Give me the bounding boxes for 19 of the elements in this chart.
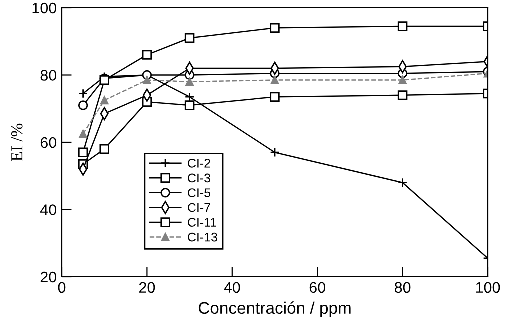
x-tick-label: 100 (476, 282, 500, 294)
legend-label: CI-7 (188, 203, 210, 212)
x-tick-label: 0 (58, 282, 66, 294)
y-tick-label: 60 (40, 137, 57, 148)
y-tick-label: 40 (40, 204, 57, 216)
y-tick-label: 100 (32, 2, 57, 14)
x-axis-title: Concentración / ppm (198, 302, 351, 318)
legend-label: CI-3 (188, 174, 210, 183)
legend-label: CI-2 (188, 159, 210, 168)
legend-label: CI-13 (188, 232, 218, 242)
legend-label: CI-11 (188, 218, 216, 227)
legend-label: CI-5 (188, 188, 211, 198)
x-tick-label: 60 (310, 282, 326, 294)
y-tick-label: 80 (40, 70, 57, 81)
x-tick-label: 80 (394, 282, 411, 294)
y-axis-title: EI /% (11, 124, 23, 162)
x-tick-label: 20 (139, 282, 156, 294)
y-tick-label: 20 (40, 272, 57, 283)
x-tick-label: 40 (224, 282, 240, 294)
